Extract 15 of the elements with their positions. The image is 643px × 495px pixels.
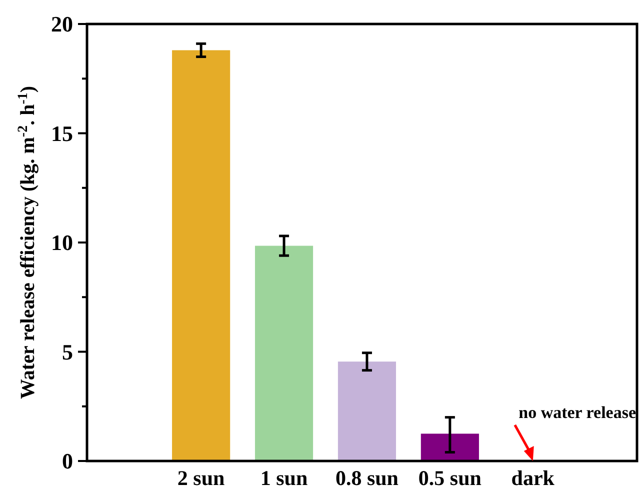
y-tick-label: 5 xyxy=(62,339,73,364)
x-tick-label: 1 sun xyxy=(260,466,308,490)
x-tick-label: 2 sun xyxy=(177,466,226,490)
y-tick-label: 10 xyxy=(51,230,73,256)
y-tick-label: 15 xyxy=(51,120,73,146)
y-tick-label: 20 xyxy=(51,12,73,37)
bar xyxy=(254,246,314,461)
bar xyxy=(338,362,396,461)
bar xyxy=(172,50,230,461)
y-tick-label: 0 xyxy=(62,448,73,474)
x-tick-label: 0.5 sun xyxy=(418,466,482,490)
bar xyxy=(420,434,479,461)
x-tick-label: 0.8 sun xyxy=(335,466,399,490)
x-tick-label: dark xyxy=(511,466,555,490)
annotation: no water release xyxy=(518,403,636,422)
